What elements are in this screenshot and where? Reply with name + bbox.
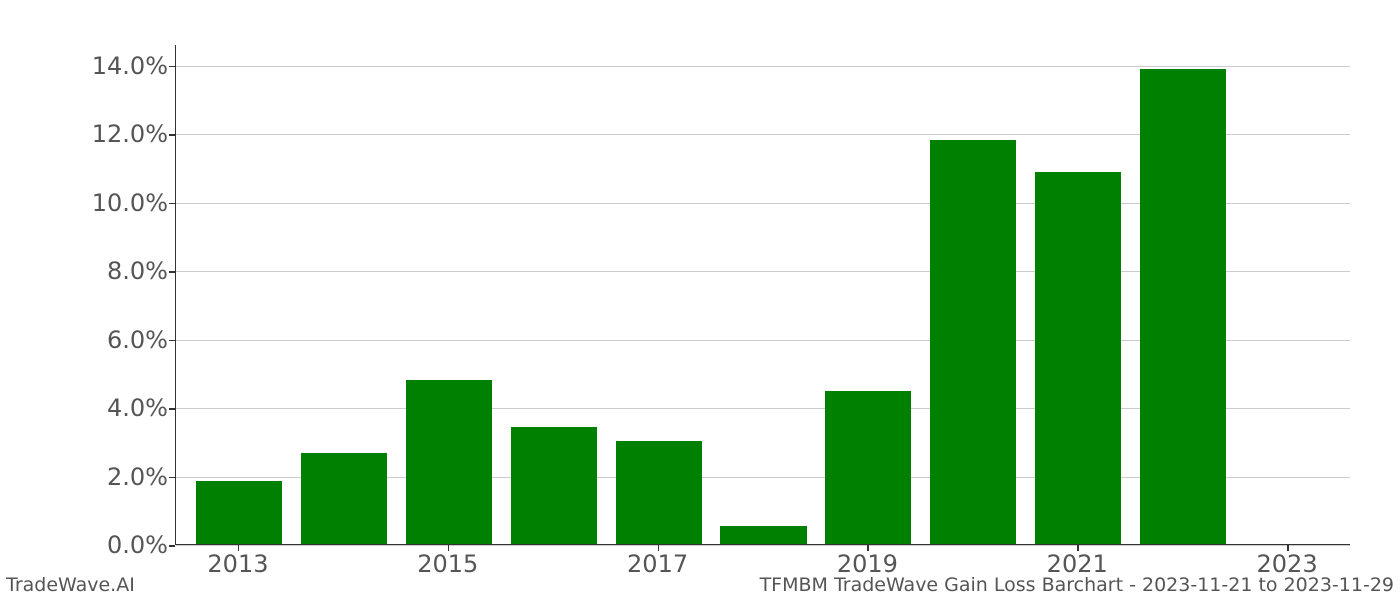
- y-tick-mark: [169, 203, 175, 205]
- x-tick-mark: [448, 545, 450, 551]
- grid-line: [176, 545, 1350, 546]
- x-tick-mark: [658, 545, 660, 551]
- gain-loss-barchart: TradeWave.AI TFMBM TradeWave Gain Loss B…: [0, 0, 1400, 600]
- y-tick-mark: [169, 545, 175, 547]
- bar: [930, 140, 1016, 544]
- y-tick-label: 14.0%: [92, 52, 168, 80]
- y-tick-mark: [169, 408, 175, 410]
- bar: [616, 441, 702, 544]
- y-tick-label: 2.0%: [107, 463, 168, 491]
- y-tick-label: 12.0%: [92, 120, 168, 148]
- bar: [406, 380, 492, 544]
- x-tick-mark: [867, 545, 869, 551]
- footer-left-label: TradeWave.AI: [6, 574, 135, 596]
- y-tick-label: 4.0%: [107, 394, 168, 422]
- plot-area: [175, 45, 1350, 545]
- bar: [825, 391, 911, 544]
- x-tick-mark: [1287, 545, 1289, 551]
- bar: [1035, 172, 1121, 544]
- y-tick-mark: [169, 271, 175, 273]
- y-tick-label: 6.0%: [107, 326, 168, 354]
- grid-line: [176, 66, 1350, 67]
- bar: [196, 481, 282, 544]
- bar: [720, 526, 806, 544]
- x-tick-mark: [1077, 545, 1079, 551]
- x-tick-mark: [238, 545, 240, 551]
- y-tick-mark: [169, 340, 175, 342]
- x-tick-label: 2021: [1047, 550, 1108, 578]
- y-tick-label: 0.0%: [107, 531, 168, 559]
- x-tick-label: 2019: [837, 550, 898, 578]
- bar: [511, 427, 597, 544]
- y-tick-mark: [169, 134, 175, 136]
- y-tick-mark: [169, 477, 175, 479]
- y-tick-label: 8.0%: [107, 257, 168, 285]
- bar: [301, 453, 387, 544]
- x-tick-label: 2017: [627, 550, 688, 578]
- y-tick-label: 10.0%: [92, 189, 168, 217]
- bar: [1140, 69, 1226, 544]
- x-tick-label: 2013: [207, 550, 268, 578]
- y-tick-mark: [169, 66, 175, 68]
- x-tick-label: 2015: [417, 550, 478, 578]
- x-tick-label: 2023: [1257, 550, 1318, 578]
